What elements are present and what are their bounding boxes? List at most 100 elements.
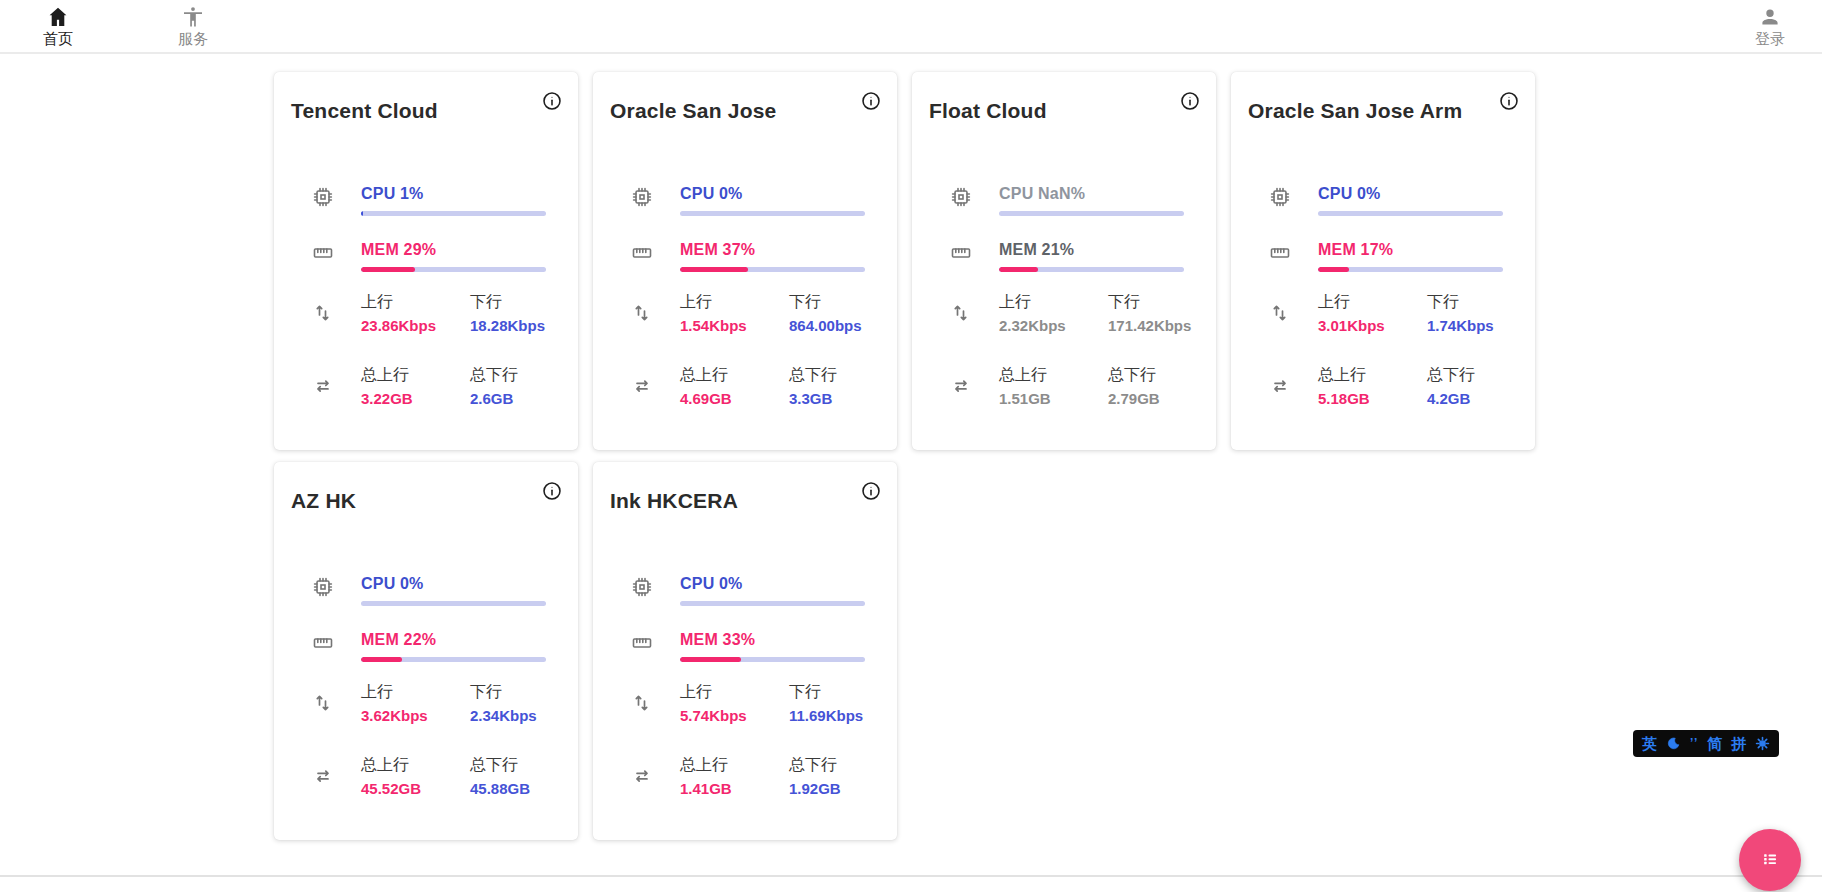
cpu-progress-bar xyxy=(680,211,865,216)
mem-usage-label: MEM 33% xyxy=(680,630,897,649)
info-icon[interactable] xyxy=(539,478,565,504)
nav-item-home[interactable]: 首页 xyxy=(28,5,88,47)
cpu-chip-icon xyxy=(630,575,654,603)
upload-label: 上行 xyxy=(1318,292,1427,311)
total-upload-label: 总上行 xyxy=(680,365,789,384)
upload-label: 上行 xyxy=(680,292,789,311)
total-upload-label: 总上行 xyxy=(361,365,470,384)
total-upload-label: 总上行 xyxy=(680,755,789,774)
mem-usage-label: MEM 22% xyxy=(361,630,578,649)
total-upload-value: 1.51GB xyxy=(999,390,1108,408)
server-card: Tencent Cloud CPU 1% xyxy=(274,72,578,450)
total-download-value: 2.6GB xyxy=(470,390,518,408)
cpu-chip-icon xyxy=(311,185,335,213)
upload-label: 上行 xyxy=(361,292,470,311)
swap-arrows-icon xyxy=(630,764,654,792)
server-card: Oracle San Jose CPU 0% xyxy=(593,72,897,450)
ram-ruler-icon xyxy=(311,241,335,269)
cpu-row: CPU NaN% xyxy=(912,184,1216,216)
net-speed-row: 上行 3.62Kbps 下行 2.34Kbps xyxy=(274,682,578,725)
up-down-arrows-icon xyxy=(630,301,654,329)
info-icon[interactable] xyxy=(1496,88,1522,114)
mem-progress-bar xyxy=(680,267,865,272)
cpu-usage-label: CPU 1% xyxy=(361,184,578,203)
cpu-row: CPU 0% xyxy=(1231,184,1535,216)
net-total-row: 总上行 1.41GB 总下行 1.92GB xyxy=(593,755,897,798)
server-card: Ink HKCERA CPU 0% xyxy=(593,462,897,840)
total-download-value: 2.79GB xyxy=(1108,390,1160,408)
upload-label: 上行 xyxy=(999,292,1108,311)
info-icon[interactable] xyxy=(539,88,565,114)
nav-item-login[interactable]: 登录 xyxy=(1740,5,1800,47)
info-icon[interactable] xyxy=(1177,88,1203,114)
net-speed-row: 上行 3.01Kbps 下行 1.74Kbps xyxy=(1231,292,1535,335)
info-icon[interactable] xyxy=(858,88,884,114)
cpu-progress-bar xyxy=(999,211,1184,216)
server-card: AZ HK CPU 0% xyxy=(274,462,578,840)
mem-row: MEM 37% xyxy=(593,240,897,272)
net-total-row: 总上行 1.51GB 总下行 2.79GB xyxy=(912,365,1216,408)
info-icon[interactable] xyxy=(858,478,884,504)
mem-progress-fill xyxy=(680,267,748,272)
download-value: 2.34Kbps xyxy=(470,707,537,725)
cpu-usage-label: CPU 0% xyxy=(680,574,897,593)
upload-value: 3.01Kbps xyxy=(1318,317,1427,335)
download-value: 11.69Kbps xyxy=(789,707,863,725)
mem-row: MEM 21% xyxy=(912,240,1216,272)
cpu-progress-bar xyxy=(1318,211,1503,216)
cpu-row: CPU 0% xyxy=(274,574,578,606)
server-card: Float Cloud CPU NaN% xyxy=(912,72,1216,450)
server-name: Oracle San Jose Arm xyxy=(1248,99,1462,123)
total-upload-value: 4.69GB xyxy=(680,390,789,408)
up-down-arrows-icon xyxy=(1268,301,1292,329)
ram-ruler-icon xyxy=(949,241,973,269)
ime-status-bar[interactable]: 英 ’’ 简拼 xyxy=(1633,730,1779,757)
server-card: Oracle San Jose Arm CPU 0% xyxy=(1231,72,1535,450)
ime-mode-indicator[interactable]: ’’ xyxy=(1690,730,1698,757)
total-download-value: 3.3GB xyxy=(789,390,837,408)
up-down-arrows-icon xyxy=(311,691,335,719)
download-label: 下行 xyxy=(1427,292,1494,311)
upload-label: 上行 xyxy=(361,682,470,701)
download-label: 下行 xyxy=(1108,292,1191,311)
cpu-row: CPU 0% xyxy=(593,184,897,216)
mem-usage-label: MEM 29% xyxy=(361,240,578,259)
accessibility-icon xyxy=(163,5,223,29)
footer-divider xyxy=(0,875,1822,892)
ime-mode-indicator[interactable]: 简 xyxy=(1707,730,1722,757)
total-download-value: 45.88GB xyxy=(470,780,530,798)
gear-icon[interactable] xyxy=(1755,736,1770,751)
nav-item-label: 首页 xyxy=(28,31,88,47)
total-upload-value: 45.52GB xyxy=(361,780,470,798)
nav-item-services[interactable]: 服务 xyxy=(163,5,223,47)
cpu-row: CPU 1% xyxy=(274,184,578,216)
nav-item-label: 登录 xyxy=(1740,31,1800,47)
total-upload-label: 总上行 xyxy=(361,755,470,774)
nav-item-label: 服务 xyxy=(163,31,223,47)
total-download-label: 总下行 xyxy=(789,365,837,384)
net-speed-row: 上行 1.54Kbps 下行 864.00bps xyxy=(593,292,897,335)
mem-progress-bar xyxy=(1318,267,1503,272)
server-list-fab[interactable] xyxy=(1739,829,1801,891)
up-down-arrows-icon xyxy=(311,301,335,329)
ram-ruler-icon xyxy=(630,631,654,659)
upload-value: 2.32Kbps xyxy=(999,317,1108,335)
ime-mode-indicator[interactable]: 拼 xyxy=(1731,730,1746,757)
cpu-chip-icon xyxy=(630,185,654,213)
download-label: 下行 xyxy=(470,292,545,311)
mem-row: MEM 22% xyxy=(274,630,578,662)
moon-icon[interactable] xyxy=(1666,736,1681,751)
upload-value: 1.54Kbps xyxy=(680,317,789,335)
mem-progress-fill xyxy=(361,267,415,272)
net-speed-row: 上行 23.86Kbps 下行 18.28Kbps xyxy=(274,292,578,335)
mem-usage-label: MEM 17% xyxy=(1318,240,1535,259)
upload-value: 3.62Kbps xyxy=(361,707,470,725)
ime-mode-indicator[interactable]: 英 xyxy=(1642,730,1657,757)
total-download-label: 总下行 xyxy=(1108,365,1160,384)
upload-label: 上行 xyxy=(680,682,789,701)
download-value: 18.28Kbps xyxy=(470,317,545,335)
cpu-row: CPU 0% xyxy=(593,574,897,606)
net-total-row: 总上行 45.52GB 总下行 45.88GB xyxy=(274,755,578,798)
up-down-arrows-icon xyxy=(630,691,654,719)
total-download-label: 总下行 xyxy=(1427,365,1475,384)
